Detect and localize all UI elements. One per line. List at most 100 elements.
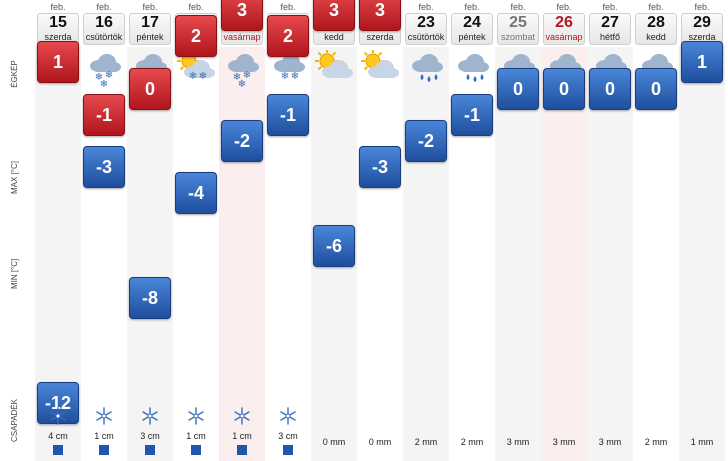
day-header[interactable]: feb. 24 péntek [451, 0, 493, 45]
precipitation-amount: 2 mm [644, 437, 668, 447]
precipitation-amount: 3 mm [552, 437, 576, 447]
month-label: feb. [464, 2, 480, 12]
day-column: feb.23csütörtök5-22 mm [403, 0, 449, 461]
day-column: feb. 16 csütörtök ❄ ❄ ❄ -1 -3 1 cm [81, 0, 127, 461]
precipitation-bar [99, 445, 109, 455]
max-temp-box: 0 [129, 67, 171, 110]
day-number: 17 [141, 14, 159, 31]
min-temp-box: -1 [451, 93, 493, 136]
precipitation-amount: 3 mm [598, 437, 622, 447]
day-header-box [635, 13, 677, 45]
weekday-label: szombat [500, 32, 535, 42]
day-column: feb.28kedd702 mm [633, 0, 679, 461]
max-temp-box: 3 [313, 0, 355, 31]
snowflake-icon [141, 407, 159, 430]
cloud-heavy-snow-icon: ❄ ❄ ❄ [223, 50, 261, 93]
day-header[interactable]: feb. 16 csütörtök [83, 0, 125, 45]
column-background [219, 47, 265, 461]
weekday-label: szerda [688, 32, 716, 42]
weekday-label: szerda [44, 32, 72, 42]
snowflake-icon [95, 407, 113, 430]
precipitation-amount: 2 mm [460, 437, 484, 447]
month-label: feb. [50, 2, 66, 12]
day-header[interactable]: feb. 27 hétfő [589, 0, 631, 45]
day-column: feb.22szerda3-30 mm [357, 0, 403, 461]
svg-text:❄: ❄ [233, 72, 241, 83]
svg-text:❄: ❄ [95, 72, 103, 83]
day-header[interactable]: feb. 29 szerda [681, 0, 723, 45]
side-label-min: MIN [°C] [10, 258, 19, 289]
day-number: 29 [693, 14, 711, 31]
weekday-label: kedd [646, 32, 666, 42]
day-column: feb.26vasárnap703 mm [541, 0, 587, 461]
min-temp-box: -2 [405, 120, 447, 162]
weekday-label: péntek [458, 32, 486, 42]
column-background [357, 47, 403, 461]
day-header[interactable]: feb. 23 csütörtök [405, 0, 447, 45]
precipitation-amount: 1 cm [94, 431, 114, 441]
partly-sunny-icon [315, 49, 353, 93]
precipitation-bar [237, 445, 247, 455]
column-background [587, 47, 633, 461]
max-temp-box: 1 [37, 41, 79, 84]
precipitation-amount: 1 cm [232, 431, 252, 441]
column-background [633, 47, 679, 461]
column-background [679, 47, 725, 461]
cloud-rain-icon [453, 50, 491, 93]
max-temp-box: 2 [267, 15, 309, 58]
min-temp-box: -3 [359, 146, 401, 189]
month-label: feb. [602, 2, 618, 12]
day-header[interactable]: feb. 15 szerda [37, 0, 79, 45]
column-background [403, 47, 449, 461]
max-temp-box: 2 [175, 15, 217, 58]
weekday-label: szerda [366, 32, 394, 42]
month-label: feb. [694, 2, 710, 12]
day-column: feb.18szombat❄❄2-41 cm [173, 0, 219, 461]
precipitation-amount: 3 cm [278, 431, 298, 441]
min-temp-box: -3 [83, 146, 125, 189]
column-background [127, 47, 173, 461]
min-temp-box: -8 [129, 277, 171, 320]
min-temp-box: 0 [543, 67, 585, 110]
max-temp-box: 3 [359, 0, 401, 31]
snowflake-icon [233, 407, 251, 430]
day-number: 27 [601, 14, 619, 31]
day-header-box [129, 13, 171, 45]
month-label: feb. [418, 2, 434, 12]
svg-text:❄: ❄ [100, 79, 108, 88]
day-header-box [497, 13, 539, 45]
precipitation-amount: 3 mm [506, 437, 530, 447]
day-header[interactable]: feb. 26 vasárnap [543, 0, 585, 45]
day-number: 23 [417, 14, 435, 31]
month-label: feb. [142, 2, 158, 12]
svg-text:❄: ❄ [281, 71, 289, 82]
day-header-box [543, 13, 585, 45]
day-number: 28 [647, 14, 665, 31]
day-header[interactable]: feb. 17 péntek [129, 0, 171, 45]
cloud-heavy-snow-icon: ❄ ❄ ❄ [85, 50, 123, 93]
weekday-label: péntek [136, 32, 164, 42]
precipitation-amount: 4 cm [48, 431, 68, 441]
day-column: feb.25szombat703 mm [495, 0, 541, 461]
day-header-box [37, 13, 79, 45]
day-header[interactable]: feb. 28 kedd [635, 0, 677, 45]
cloud-rain-icon [407, 50, 445, 93]
day-column: feb.29szerda911 mm [679, 0, 725, 461]
svg-text:❄: ❄ [105, 70, 113, 81]
svg-text:❄: ❄ [199, 71, 207, 82]
min-temp-box: -6 [313, 224, 355, 267]
precipitation-bar [191, 445, 201, 455]
svg-text:❄: ❄ [238, 79, 246, 88]
day-column: feb.20hétfő❄❄2-13 cm [265, 0, 311, 461]
max-temp-box: 3 [221, 0, 263, 31]
day-number: 16 [95, 14, 113, 31]
day-column: feb.19vasárnap❄❄❄3-21 cm [219, 0, 265, 461]
precipitation-amount: 2 mm [414, 437, 438, 447]
day-header[interactable]: feb. 25 szombat [497, 0, 539, 45]
day-header-box [83, 13, 125, 45]
svg-text:❄: ❄ [189, 71, 197, 82]
month-label: feb. [96, 2, 112, 12]
precipitation-amount: 1 cm [186, 431, 206, 441]
column-background [495, 47, 541, 461]
